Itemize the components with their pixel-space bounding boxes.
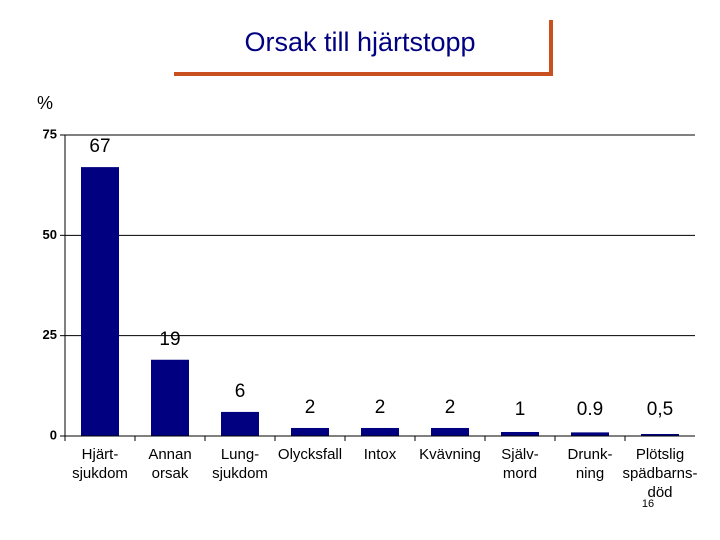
chart-title: Orsak till hjärtstopp	[244, 27, 475, 57]
x-tick-label: Intox	[364, 446, 397, 463]
bar	[151, 359, 189, 436]
x-tick-label: Lung-sjukdom	[212, 446, 268, 482]
data-label: 2	[375, 397, 386, 418]
data-label: 0,5	[647, 399, 673, 420]
bar	[291, 427, 329, 436]
bar	[641, 433, 679, 436]
x-tick-label: Hjärt-sjukdom	[72, 446, 128, 482]
data-label: 2	[305, 397, 316, 418]
data-label: 19	[159, 329, 180, 350]
data-label: 1	[515, 399, 526, 420]
data-label: 2	[445, 397, 456, 418]
bar	[501, 431, 539, 436]
bar	[431, 427, 469, 436]
x-tick-label: Själv-mord	[501, 446, 539, 482]
data-label: 6	[235, 381, 246, 402]
data-label: 67	[89, 136, 110, 157]
x-tick-label: Plötslig spädbarns-död	[622, 446, 697, 501]
bar	[361, 427, 399, 436]
data-label: 0.9	[577, 399, 603, 420]
y-tick-label: 75	[43, 126, 57, 141]
x-tick-label: Olycksfall	[278, 446, 342, 463]
bar	[571, 432, 609, 436]
bar	[221, 411, 259, 436]
x-tick-label: Kvävning	[419, 446, 481, 463]
x-tick-label: Drunk-ning	[567, 446, 612, 482]
y-tick-label: 0	[50, 427, 57, 442]
y-axis-label: %	[37, 93, 53, 113]
y-tick-label: 50	[43, 227, 57, 242]
bar	[81, 167, 119, 436]
y-tick-label: 25	[43, 327, 57, 342]
x-tick-label: Annan orsak	[148, 446, 191, 482]
page-number: 16	[642, 498, 654, 510]
